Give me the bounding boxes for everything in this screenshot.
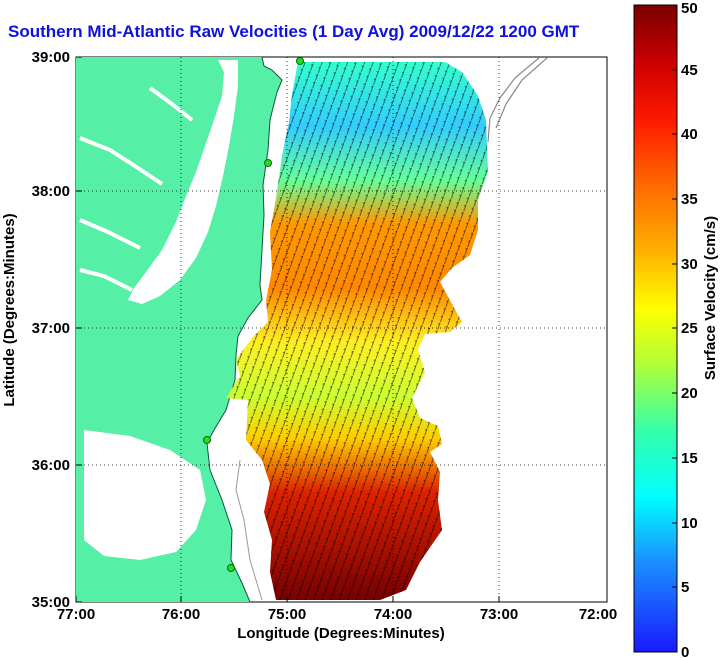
colorbar-tick-label: 0 (681, 644, 689, 659)
y-tick-label: 36:00 (32, 457, 70, 474)
x-tick-label: 75:00 (268, 606, 306, 623)
x-tick-label: 76:00 (162, 606, 200, 623)
radar-station-marker (227, 564, 235, 572)
colorbar-tick-label: 50 (681, 0, 698, 17)
colorbar-tick-label: 40 (681, 126, 698, 143)
colorbar-tick-label: 10 (681, 515, 698, 532)
colorbar-tick-label: 30 (681, 256, 698, 273)
sound-water (84, 430, 206, 560)
velocity-arrows (226, 62, 488, 600)
x-tick-label: 72:00 (579, 606, 617, 623)
shelf-contour-3 (235, 459, 263, 601)
y-tick-label: 38:00 (32, 183, 70, 200)
x-tick-label: 74:00 (374, 606, 412, 623)
radar-station-marker (203, 436, 211, 444)
colorbar-tick-label: 5 (681, 579, 689, 596)
colorbar-ticks (672, 4, 677, 653)
bay-water (128, 60, 238, 304)
colorbar (633, 4, 678, 653)
colorbar-tick-label: 45 (681, 62, 698, 79)
map-title: Southern Mid-Atlantic Raw Velocities (1 … (8, 22, 580, 41)
y-tick-label: 37:00 (32, 320, 70, 337)
y-tick-label: 35:00 (32, 594, 70, 611)
radar-station-marker (296, 57, 304, 65)
y-tick-label: 39:00 (32, 49, 70, 66)
x-axis-label: Longitude (Degrees:Minutes) (237, 625, 445, 642)
colorbar-tick-label: 15 (681, 450, 698, 467)
coastline (206, 57, 283, 602)
y-axis-label: Latitude (Degrees:Minutes) (1, 213, 18, 406)
shelf-contour (487, 57, 541, 143)
colorbar-tick-label: 25 (681, 320, 698, 337)
river-water (79, 86, 194, 292)
radar-station-marker (264, 159, 272, 167)
x-tick-label: 77:00 (57, 606, 95, 623)
axis-ticks (75, 56, 608, 603)
x-tick-label: 73:00 (480, 606, 518, 623)
colorbar-tick-label: 35 (681, 191, 698, 208)
grid-lines (76, 57, 607, 602)
colorbar-tick-label: 20 (681, 385, 698, 402)
colorbar-label: Surface Velocity (cm/s) (702, 216, 719, 380)
shelf-contour-2 (495, 57, 549, 129)
